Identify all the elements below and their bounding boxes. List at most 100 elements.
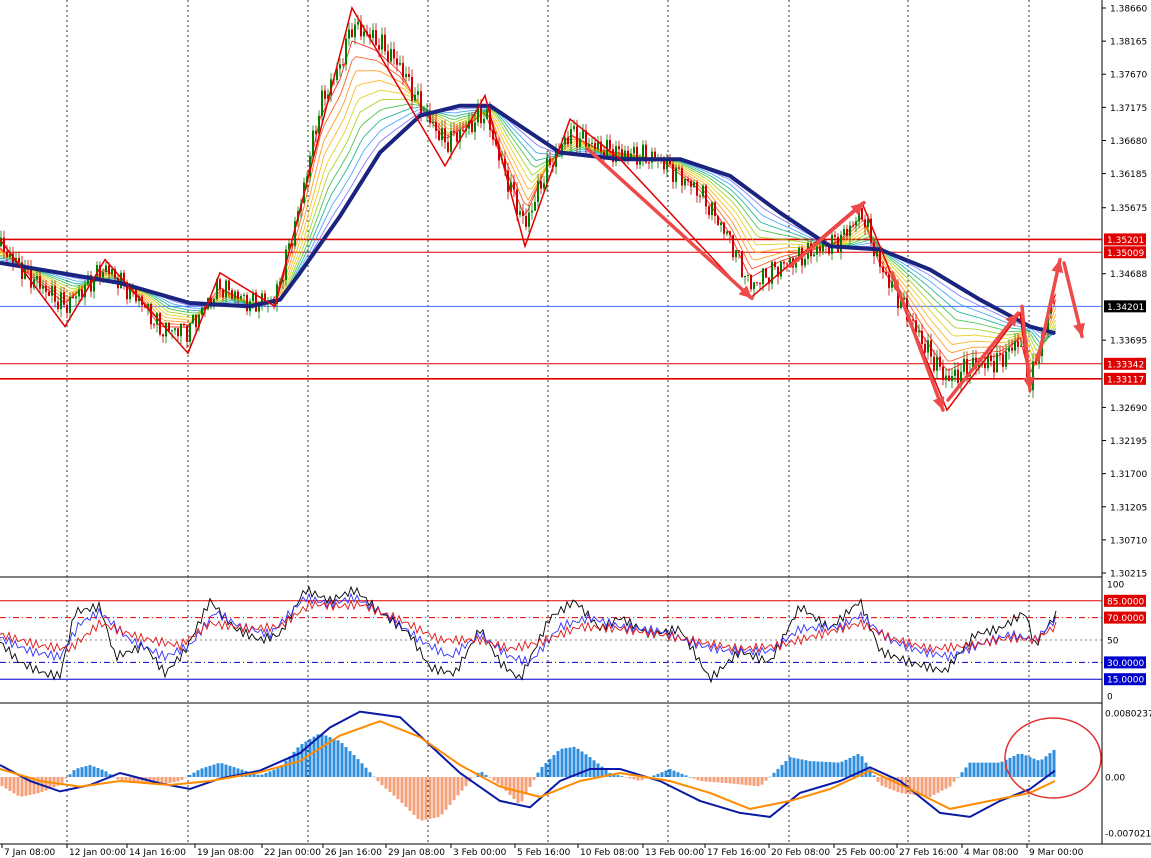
macd-hist-bar bbox=[680, 773, 684, 777]
candle-body bbox=[21, 262, 23, 279]
candle-body bbox=[408, 74, 410, 77]
macd-hist-bar bbox=[260, 774, 264, 777]
candle-body bbox=[861, 208, 863, 220]
macd-hist-bar bbox=[752, 776, 756, 786]
macd-hist-bar bbox=[156, 776, 160, 785]
candle-body bbox=[144, 305, 146, 308]
candle-body bbox=[1011, 347, 1013, 351]
arrow-head bbox=[1073, 322, 1085, 337]
candle-body bbox=[993, 360, 995, 373]
candle-body bbox=[312, 130, 314, 157]
price-tick-label: 1.33695 bbox=[1110, 337, 1147, 347]
price-panel[interactable] bbox=[0, 0, 1102, 576]
price-tick-label: 1.32690 bbox=[1110, 404, 1147, 414]
candle-body bbox=[234, 291, 236, 299]
candle-body bbox=[966, 358, 968, 377]
price-tick-label: 1.38660 bbox=[1110, 5, 1147, 15]
candle-body bbox=[738, 250, 740, 252]
macd-hist-bar bbox=[112, 776, 116, 778]
candle-body bbox=[516, 189, 518, 215]
macd-hist-bar bbox=[940, 776, 944, 791]
candle-body bbox=[69, 296, 71, 313]
macd-hist-bar bbox=[748, 776, 752, 786]
candle-body bbox=[927, 340, 929, 353]
macd-hist-bar bbox=[284, 760, 288, 777]
candle-body bbox=[405, 74, 407, 78]
candle-body bbox=[924, 343, 926, 353]
candle-body bbox=[1014, 341, 1016, 351]
macd-hist-bar bbox=[980, 762, 984, 777]
macd-hist-bar bbox=[1052, 749, 1056, 777]
macd-hist-bar bbox=[364, 767, 368, 777]
price-tick-label: 1.37670 bbox=[1110, 71, 1147, 81]
candle-body bbox=[543, 183, 545, 189]
candle-body bbox=[537, 181, 539, 202]
macd-hist-bar bbox=[932, 776, 936, 795]
macd-hist-bar bbox=[372, 776, 376, 778]
candle-body bbox=[714, 202, 716, 217]
macd-hist-bar bbox=[664, 770, 668, 777]
candle-body bbox=[624, 150, 626, 157]
candle-body bbox=[600, 141, 602, 152]
candle-body bbox=[762, 268, 764, 284]
candle-body bbox=[498, 144, 500, 161]
macd-hist-bar bbox=[868, 769, 872, 777]
macd-hist-bar bbox=[824, 761, 828, 777]
macd-hist-bar bbox=[224, 764, 228, 777]
candle-body bbox=[390, 49, 392, 62]
candle-body bbox=[309, 156, 311, 177]
candle-body bbox=[369, 34, 371, 38]
candle-body bbox=[957, 369, 959, 383]
macd-tick-label: 0.0080237 bbox=[1105, 709, 1151, 719]
macd-hist-bar bbox=[500, 776, 504, 787]
macd-hist-bar bbox=[852, 755, 856, 777]
macd-hist-bar bbox=[888, 776, 892, 789]
stoch-level-label: 30.0000 bbox=[1107, 659, 1144, 669]
candle-body bbox=[615, 146, 617, 163]
macd-hist-bar bbox=[780, 764, 784, 777]
candle-body bbox=[939, 356, 941, 367]
time-tick-label: 20 Feb 08:00 bbox=[771, 848, 830, 858]
macd-hist-bar bbox=[516, 776, 520, 803]
macd-hist-bar bbox=[944, 776, 948, 789]
macd-hist-bar bbox=[704, 776, 708, 782]
macd-hist-bar bbox=[708, 776, 712, 782]
price-tick-label: 1.31700 bbox=[1110, 470, 1147, 480]
macd-hist-bar bbox=[956, 776, 960, 778]
candle-body bbox=[213, 299, 215, 303]
candle-body bbox=[687, 179, 689, 182]
candle-body bbox=[633, 146, 635, 154]
candle-body bbox=[219, 279, 221, 290]
candle-body bbox=[630, 153, 632, 158]
macd-hist-bar bbox=[36, 776, 40, 794]
price-tick-label: 1.38165 bbox=[1110, 38, 1147, 48]
macd-hist-bar bbox=[128, 776, 132, 783]
time-tick-label: 17 Feb 16:00 bbox=[707, 848, 766, 858]
stoch-level-label-bg bbox=[1104, 673, 1146, 686]
highlight-circle bbox=[1004, 717, 1102, 799]
candle-body bbox=[165, 322, 167, 337]
candle-body bbox=[108, 265, 110, 275]
candle-body bbox=[948, 375, 950, 381]
macd-hist-bar bbox=[672, 770, 676, 777]
macd-hist-bar bbox=[832, 762, 836, 777]
macd-hist-bar bbox=[936, 776, 940, 793]
macd-hist-bar bbox=[72, 770, 76, 777]
candle-body bbox=[651, 151, 653, 163]
stoch-level-label: 15.0000 bbox=[1107, 676, 1144, 686]
candle-body bbox=[72, 296, 74, 299]
candle-body bbox=[522, 211, 524, 216]
candle-body bbox=[963, 358, 965, 372]
candle-body bbox=[681, 168, 683, 186]
price-tick-label: 1.30215 bbox=[1110, 570, 1147, 580]
candle-body bbox=[78, 289, 80, 297]
candle-body bbox=[462, 129, 464, 131]
candle-body bbox=[942, 366, 944, 381]
macd-hist-bar bbox=[1008, 757, 1012, 777]
macd-hist-bar bbox=[724, 776, 728, 784]
candle-body bbox=[342, 64, 344, 66]
candle-body bbox=[384, 34, 386, 52]
candle-body bbox=[162, 334, 164, 337]
